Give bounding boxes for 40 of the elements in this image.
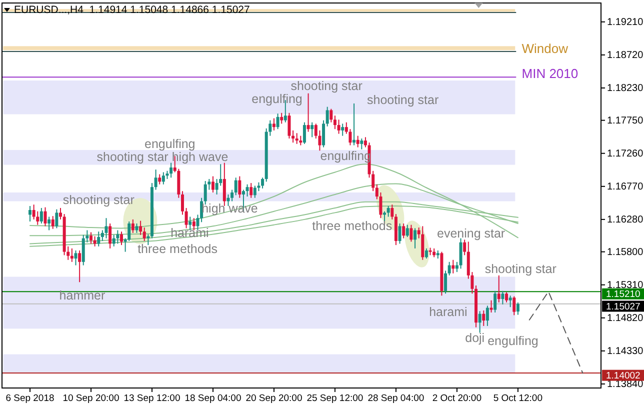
annotation: shooting star <box>367 93 439 107</box>
x-tick-label: 18 Sep 04:00 <box>184 393 242 404</box>
annotation: three methods <box>138 242 218 256</box>
annotation: engulfing <box>252 92 302 106</box>
x-tick-label: 6 Sep 2018 <box>6 393 54 404</box>
annotation: harami <box>429 305 468 319</box>
annotation: engulfing <box>488 334 538 348</box>
y-tick-label: 1.14820 <box>607 312 644 324</box>
y-tick-label: 1.18230 <box>607 82 644 94</box>
annotation: shooting star <box>62 192 134 207</box>
y-tick-label: 1.19210 <box>607 16 644 28</box>
annotation: high wave <box>172 150 228 164</box>
annotation: shooting star <box>96 150 168 164</box>
x-tick-label: 28 Sep 04:00 <box>368 393 424 404</box>
band-label: Window <box>522 41 569 56</box>
y-tick-label: 1.17750 <box>607 115 644 126</box>
y-tick-label: 1.15800 <box>607 246 644 258</box>
ref-line-label: 1.14002 <box>606 370 640 382</box>
annotation: hammer <box>59 288 106 303</box>
x-tick-label: 2 Oct 20:00 <box>432 393 482 404</box>
annotation: shooting star <box>484 262 556 276</box>
y-tick-label: 1.17260 <box>607 148 644 160</box>
annotation: evening star <box>437 226 506 241</box>
x-tick-label: 13 Sep 12:00 <box>124 393 180 404</box>
x-tick-label: 10 Sep 20:00 <box>62 393 120 404</box>
annotation: doji <box>465 331 485 345</box>
ref-line-label: MIN 2010 <box>522 66 578 82</box>
annotation: three methods <box>312 219 392 233</box>
y-tick-label: 1.16280 <box>607 214 644 226</box>
y-tick-label: 1.15310 <box>607 280 644 291</box>
y-tick-label: 1.16770 <box>607 181 644 192</box>
y-tick-label: 1.14330 <box>607 346 644 357</box>
x-tick-label: 25 Sep 12:00 <box>306 393 364 404</box>
annotation: engulfing <box>144 136 196 151</box>
ref-line-label: 1.15210 <box>606 289 640 300</box>
x-tick-label: 5 Oct 12:00 <box>493 393 543 404</box>
ref-line-label: 1.15027 <box>606 301 640 312</box>
y-tick-label: 1.18720 <box>607 50 644 61</box>
annotation: shooting star <box>290 79 362 93</box>
x-tick-label: 20 Sep 20:00 <box>246 393 302 404</box>
